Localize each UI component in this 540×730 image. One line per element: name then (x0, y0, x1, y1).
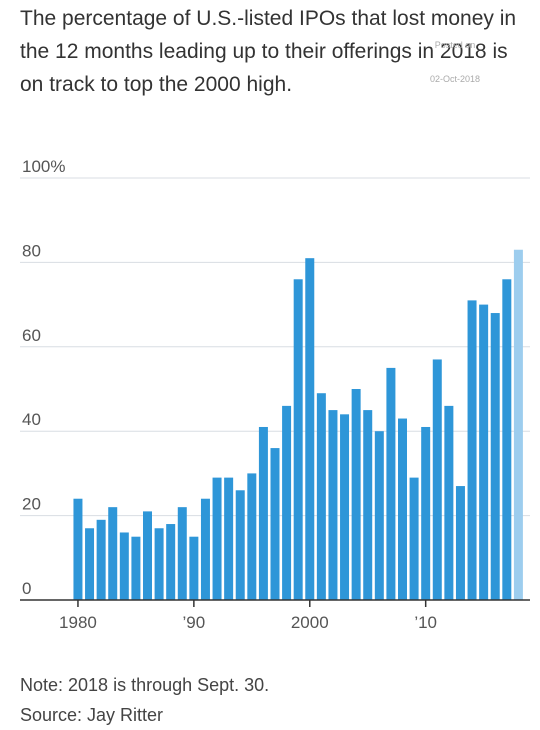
bar (398, 418, 407, 600)
bar (502, 279, 512, 600)
bar (409, 477, 419, 600)
x-tick-label: ’10 (414, 613, 437, 632)
x-tick-label: ’90 (183, 613, 206, 632)
bar (513, 249, 523, 601)
x-tick-label: 1980 (59, 613, 97, 632)
bar (85, 528, 95, 600)
x-tick-label: 2000 (291, 613, 329, 632)
chart: 0 20 40 60 80 100% 1980 ’90 2000 ’10 (20, 157, 530, 632)
bar (270, 448, 280, 600)
bar (189, 536, 199, 600)
bar (363, 410, 373, 600)
bar (119, 532, 129, 600)
bar (108, 507, 118, 600)
y-tick-label: 60 (22, 326, 41, 345)
watermark-line: Posted on (434, 40, 476, 50)
bar (444, 405, 454, 600)
bar (154, 528, 164, 600)
bar (455, 486, 465, 600)
bar (490, 313, 500, 600)
bar (96, 519, 106, 600)
y-tick-label: 100% (22, 157, 65, 176)
watermark-line: 02-Oct-2018 (429, 74, 481, 84)
bar (316, 393, 326, 600)
y-tick-label: 40 (22, 410, 41, 429)
bar (200, 498, 210, 600)
bar (224, 477, 234, 600)
bar (131, 536, 141, 600)
y-tick-label: 20 (22, 495, 41, 514)
bar (73, 498, 83, 600)
note: Note: 2018 is through Sept. 30. (20, 675, 270, 695)
y-tick-label: 80 (22, 241, 41, 260)
watermark: Posted on 02-Oct-2018 (415, 28, 495, 96)
y-tick-label: 0 (22, 579, 31, 598)
bar (467, 300, 477, 600)
bar (282, 405, 292, 600)
bar (247, 473, 257, 600)
bar (212, 477, 222, 600)
bar (305, 258, 315, 600)
bar (386, 367, 396, 600)
bar (479, 304, 489, 600)
chart-title: The percentage of U.S.-listed IPOs that … (20, 7, 517, 96)
bar (351, 389, 361, 600)
bar (432, 359, 442, 600)
bar (177, 507, 187, 600)
bar (293, 279, 303, 600)
bar (328, 410, 338, 600)
bar (374, 431, 384, 600)
bar (340, 414, 350, 600)
notes: Note: 2018 is through Sept. 30. Source: … (20, 670, 269, 730)
bar (235, 490, 245, 600)
bar (166, 524, 176, 600)
source: Source: Jay Ritter (20, 705, 164, 725)
bar (421, 426, 431, 600)
bar (258, 426, 268, 600)
bar (143, 511, 152, 600)
